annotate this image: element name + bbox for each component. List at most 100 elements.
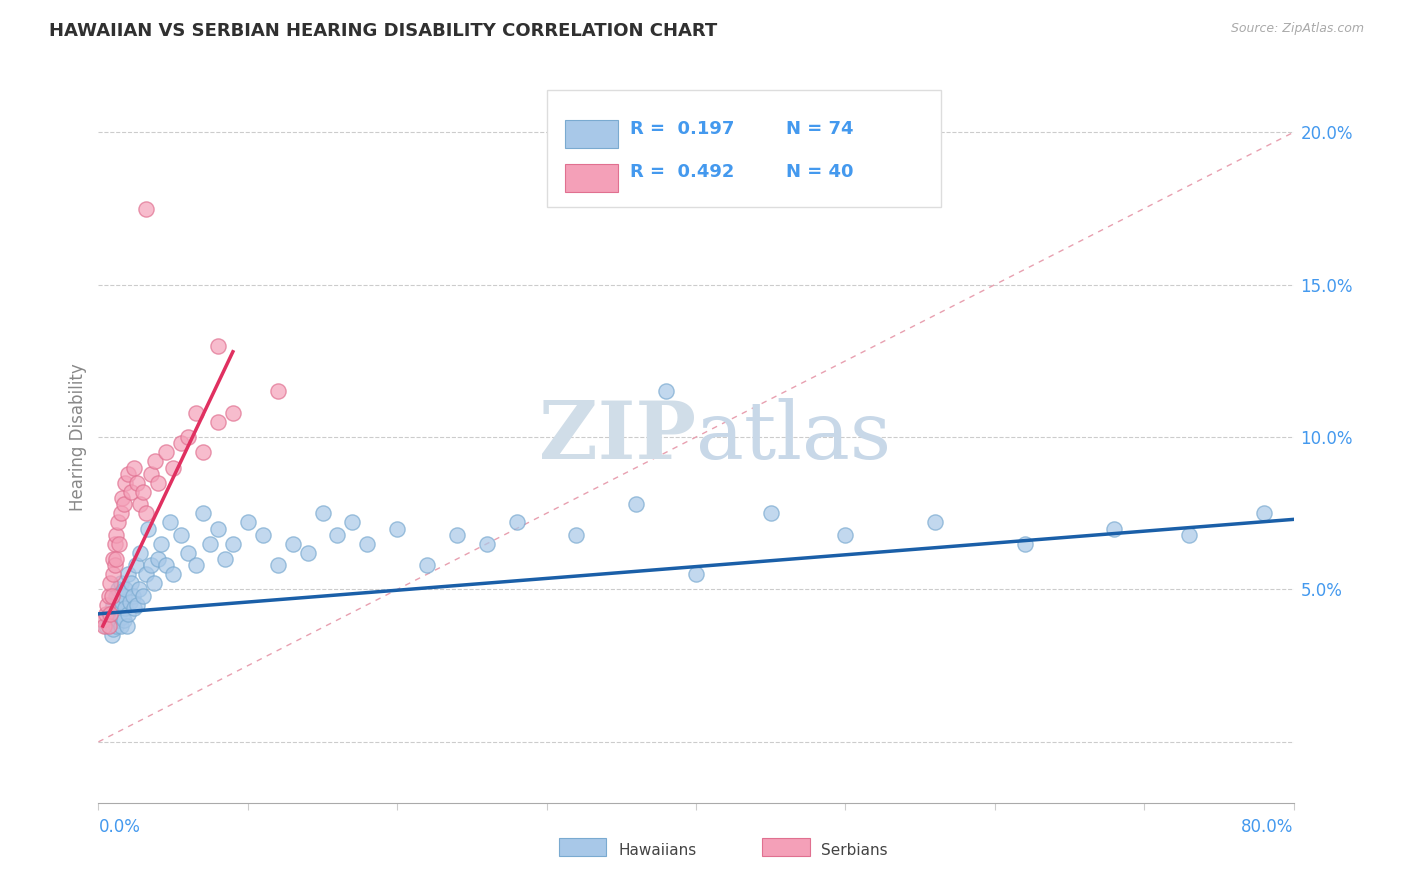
Point xyxy=(135,567,157,582)
Point xyxy=(117,467,139,481)
Point xyxy=(110,506,132,520)
Point xyxy=(207,521,229,535)
Point xyxy=(108,598,131,612)
Point xyxy=(101,589,124,603)
Point xyxy=(96,598,118,612)
Point xyxy=(1104,521,1126,535)
Point xyxy=(267,384,290,399)
Point xyxy=(155,445,177,459)
Point xyxy=(139,467,162,481)
Text: Serbians: Serbians xyxy=(821,843,889,858)
Point xyxy=(267,558,290,573)
Point xyxy=(222,537,245,551)
Text: R =  0.492: R = 0.492 xyxy=(630,163,734,181)
Bar xyxy=(558,838,606,856)
Point xyxy=(103,622,125,636)
Point xyxy=(281,537,304,551)
Point xyxy=(142,576,165,591)
Point xyxy=(135,506,157,520)
Point xyxy=(252,527,274,541)
FancyBboxPatch shape xyxy=(547,90,941,207)
Point xyxy=(124,600,146,615)
Point xyxy=(94,619,117,633)
Point xyxy=(177,430,200,444)
Text: ZIP: ZIP xyxy=(538,398,696,476)
Point xyxy=(135,202,157,216)
Point xyxy=(107,582,129,597)
Point xyxy=(108,607,131,621)
Text: 0.0%: 0.0% xyxy=(98,818,141,836)
Point xyxy=(127,598,149,612)
Point xyxy=(105,527,128,541)
Point xyxy=(104,558,127,573)
Point xyxy=(97,589,120,603)
Point xyxy=(1178,527,1201,541)
Point xyxy=(214,552,236,566)
Point xyxy=(97,607,120,621)
Point xyxy=(120,576,142,591)
Point xyxy=(105,589,128,603)
Point xyxy=(184,558,207,573)
Point xyxy=(342,516,364,530)
Point xyxy=(114,582,136,597)
Point xyxy=(105,619,128,633)
Point xyxy=(297,546,319,560)
Point xyxy=(98,607,122,621)
Point xyxy=(191,506,214,520)
Point xyxy=(98,576,122,591)
Point xyxy=(1253,506,1275,520)
Point xyxy=(110,576,132,591)
Point xyxy=(112,613,135,627)
Point xyxy=(127,475,149,490)
Point xyxy=(118,594,141,608)
Point xyxy=(759,506,782,520)
Point xyxy=(132,485,155,500)
Point xyxy=(132,589,155,603)
Point xyxy=(114,600,136,615)
Point xyxy=(104,537,127,551)
Point xyxy=(155,558,177,573)
Point xyxy=(1014,537,1036,551)
Text: Hawaiians: Hawaiians xyxy=(619,843,696,858)
Point xyxy=(103,552,125,566)
Point xyxy=(416,558,439,573)
Point xyxy=(117,567,139,582)
Point xyxy=(326,527,349,541)
Point xyxy=(148,552,170,566)
Point xyxy=(159,516,181,530)
Point xyxy=(104,604,127,618)
Point xyxy=(111,594,134,608)
Point xyxy=(128,582,150,597)
Text: N = 74: N = 74 xyxy=(786,120,853,137)
Point xyxy=(120,485,142,500)
Text: HAWAIIAN VS SERBIAN HEARING DISABILITY CORRELATION CHART: HAWAIIAN VS SERBIAN HEARING DISABILITY C… xyxy=(49,22,717,40)
Point xyxy=(148,475,170,490)
Point xyxy=(115,619,138,633)
Point xyxy=(162,567,184,582)
Point xyxy=(129,497,152,511)
Point xyxy=(924,516,946,530)
Point xyxy=(184,406,207,420)
Point xyxy=(139,558,162,573)
Point xyxy=(626,497,648,511)
Point xyxy=(103,598,125,612)
Point xyxy=(124,460,146,475)
Bar xyxy=(565,120,619,148)
Point xyxy=(446,527,468,541)
Point xyxy=(103,567,125,582)
Point xyxy=(177,546,200,560)
Point xyxy=(143,454,166,468)
Bar xyxy=(762,838,810,856)
Point xyxy=(385,521,409,535)
Point xyxy=(169,527,191,541)
Point xyxy=(91,613,114,627)
Text: Source: ZipAtlas.com: Source: ZipAtlas.com xyxy=(1230,22,1364,36)
Point xyxy=(129,546,152,560)
Point xyxy=(207,415,229,429)
Point xyxy=(121,589,143,603)
Point xyxy=(98,613,122,627)
Point xyxy=(565,527,588,541)
Point xyxy=(506,516,529,530)
Point xyxy=(685,567,707,582)
Point xyxy=(101,628,124,642)
